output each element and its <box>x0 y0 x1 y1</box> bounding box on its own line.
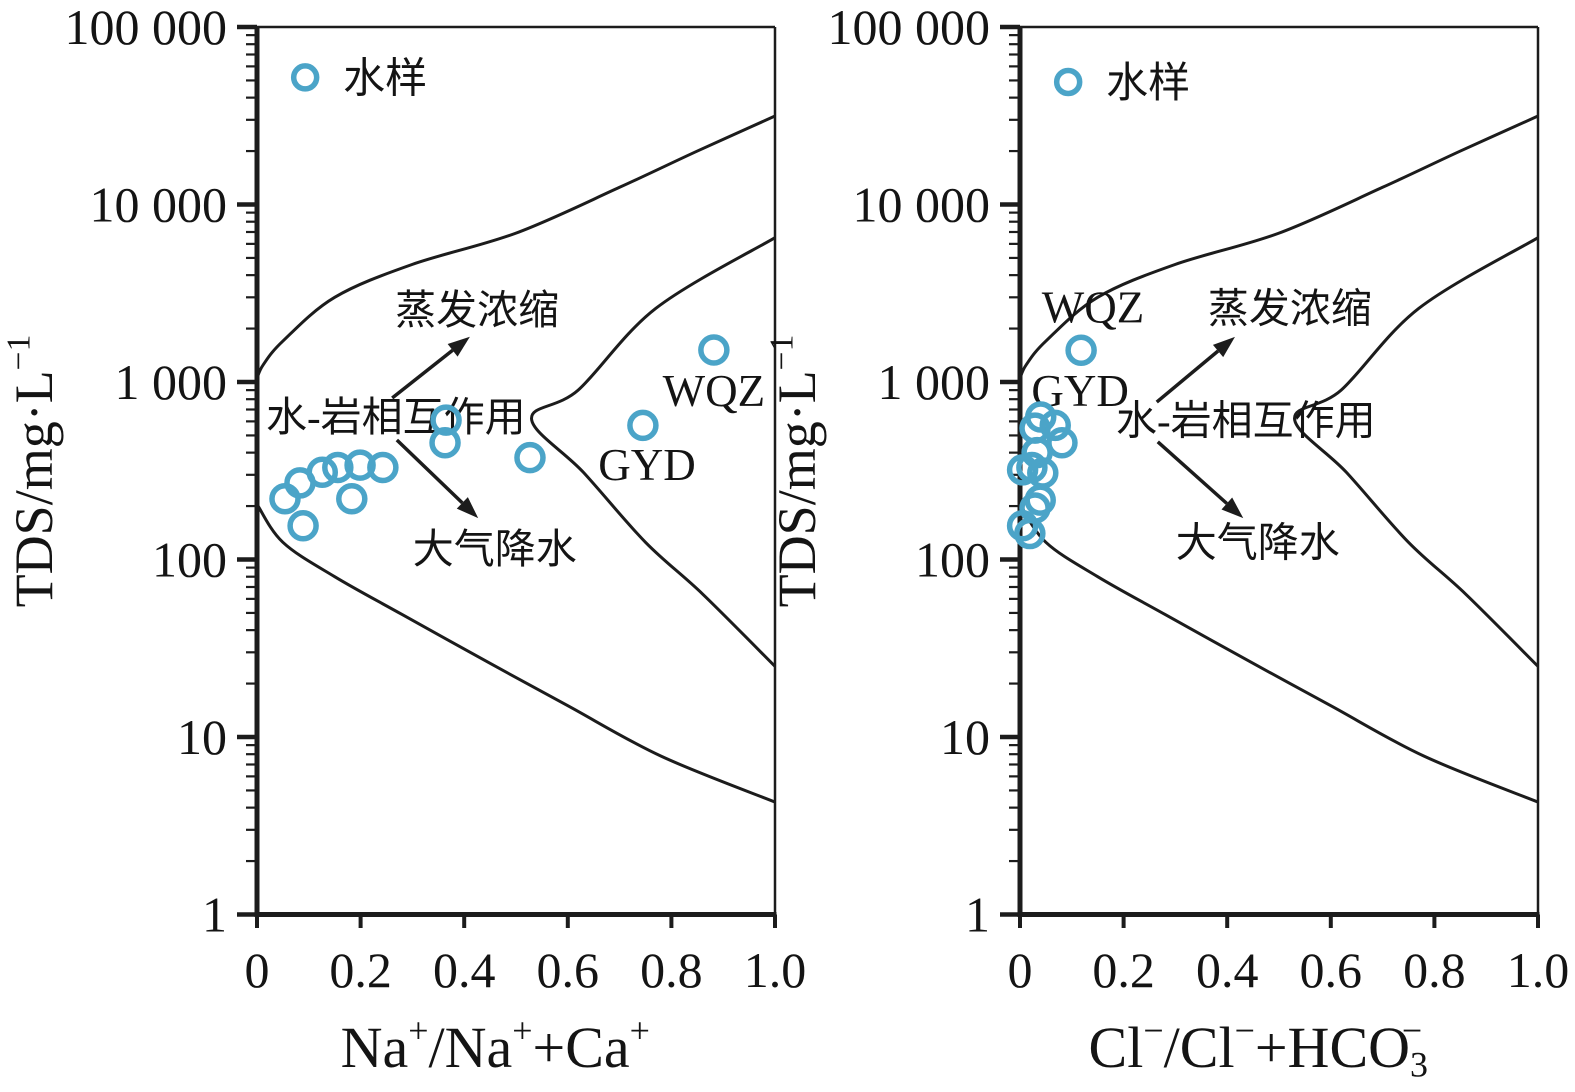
x-tick-label: 0.2 <box>1092 942 1155 998</box>
x-tick-label: 0.8 <box>640 942 703 998</box>
y-tick-label: 1 000 <box>115 354 228 410</box>
data-point-circle <box>430 404 462 436</box>
precipitation-arrow <box>395 438 479 519</box>
gyd-label: GYD <box>598 440 696 490</box>
boundary-curve-middle <box>530 236 777 668</box>
wqz-label: WQZ <box>1042 283 1144 333</box>
data-point-circle <box>1006 454 1039 486</box>
precipitation-arrow-head <box>1221 497 1244 519</box>
evaporation-arrow <box>391 336 470 400</box>
y-tick-label: 10 <box>177 709 227 765</box>
water-rock-label: 水-岩相互作用 <box>1116 397 1376 443</box>
evaporation-arrow <box>1155 336 1235 404</box>
y-tick-label: 100 <box>152 532 227 588</box>
legend-label: 水样 <box>343 56 427 102</box>
boundary-curve-upper <box>1018 114 1539 379</box>
evaporation-label: 蒸发浓缩 <box>395 287 559 333</box>
x-tick-label: 0.6 <box>537 942 600 998</box>
y-tick-label: 100 000 <box>828 0 991 55</box>
data-point-circle <box>306 456 339 489</box>
boundary-curve-middle <box>1293 236 1540 668</box>
wqz-label: WQZ <box>663 366 765 416</box>
y-axis-title: TDS/mg·L−1 <box>0 335 64 608</box>
boundary-curve-lower <box>255 503 776 804</box>
data-point-circle <box>627 409 659 442</box>
precipitation-arrow <box>1156 440 1244 519</box>
precipitation-arrow-shaft <box>1156 440 1229 505</box>
y-tick-label: 100 000 <box>65 0 228 55</box>
data-point-circle <box>322 451 354 484</box>
data-point-circle <box>698 334 730 366</box>
data-point-circle <box>287 509 319 542</box>
y-tick-label: 100 <box>915 532 990 588</box>
x-tick-label: 1.0 <box>1507 942 1570 998</box>
x-tick-label: 0.2 <box>329 942 392 998</box>
legend-marker-circle-icon <box>290 63 320 92</box>
x-tick-label: 0 <box>1008 942 1033 998</box>
y-tick-label: 1 <box>965 887 990 943</box>
evaporation-arrow-head <box>447 336 470 357</box>
data-point-circle <box>1006 509 1039 542</box>
evaporation-arrow-shaft <box>391 348 454 400</box>
y-tick-label: 1 000 <box>878 354 991 410</box>
precipitation-label: 大气降水 <box>413 526 577 572</box>
boundary-curve-upper <box>255 114 776 379</box>
legend-marker-circle-icon <box>1053 67 1083 97</box>
data-point-circle <box>269 482 301 515</box>
data-point-circle <box>1065 334 1097 366</box>
precipitation-arrow-head <box>456 497 479 519</box>
evaporation-arrow-shaft <box>1155 349 1220 404</box>
evaporation-arrow-head <box>1212 336 1235 358</box>
evaporation-label: 蒸发浓缩 <box>1208 286 1372 332</box>
data-point-circle <box>514 441 546 474</box>
data-point-circle <box>336 482 368 515</box>
x-tick-label: 0.4 <box>433 942 496 998</box>
data-point-circle <box>367 451 399 484</box>
legend: 水样 <box>290 56 427 102</box>
precipitation-label: 大气降水 <box>1176 520 1340 566</box>
data-point-circle <box>1014 517 1046 550</box>
x-tick-label: 0.8 <box>1403 942 1466 998</box>
x-tick-label: 0.6 <box>1300 942 1363 998</box>
x-axis-title: Cl−/Cl−+HCO3− <box>1089 1011 1428 1085</box>
x-tick-label: 0 <box>245 942 270 998</box>
boundary-curve-lower <box>1018 503 1539 804</box>
x-tick-label: 0.4 <box>1196 942 1259 998</box>
y-tick-label: 10 000 <box>853 177 991 233</box>
y-tick-label: 1 <box>202 887 227 943</box>
water-rock-label: 水-岩相互作用 <box>266 394 526 440</box>
gyd-label: GYD <box>1031 366 1129 416</box>
data-point-circle <box>1039 409 1071 442</box>
x-axis-title: Na+/Na++Ca+ <box>341 1011 650 1080</box>
legend: 水样 <box>1053 61 1190 107</box>
data-point-circle <box>344 449 376 481</box>
legend-label: 水样 <box>1106 61 1190 107</box>
y-tick-label: 10 <box>940 709 990 765</box>
y-tick-label: 10 000 <box>90 177 228 233</box>
data-point-circle <box>429 426 461 459</box>
y-axis-title: TDS/mg·L−1 <box>763 335 827 608</box>
precipitation-arrow-shaft <box>395 438 464 505</box>
x-tick-label: 1.0 <box>744 942 807 998</box>
